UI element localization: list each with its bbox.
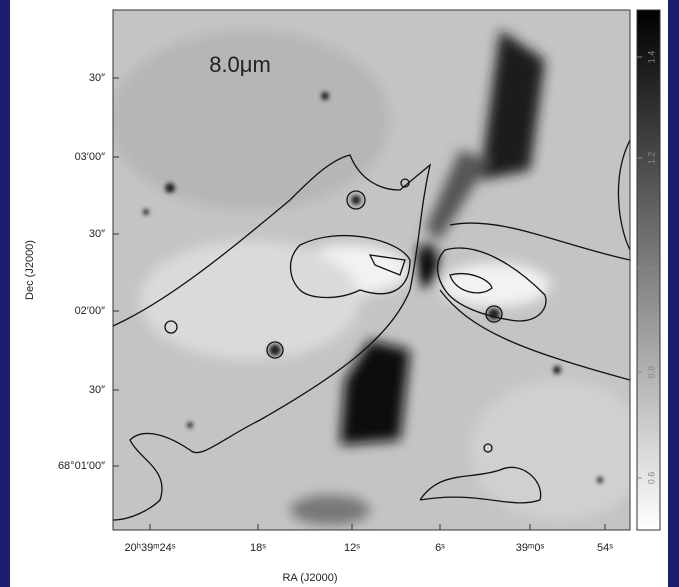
ticks: 20ʰ39ᵐ24ˢ 18ˢ 12ˢ 6ˢ 39ᵐ0ˢ 54ˢ 30″ 03′00″ 30″ 02′… xyxy=(58,51,656,554)
y-tick-label: 30″ xyxy=(89,384,105,396)
y-tick-label: 68°01′00″ xyxy=(58,460,105,472)
y-tick-label: 30″ xyxy=(89,228,105,240)
x-tick-label: 54ˢ xyxy=(597,542,613,554)
x-tick-label: 12ˢ xyxy=(344,542,360,554)
colorbar-tick-label: 1 xyxy=(646,265,656,270)
image xyxy=(113,10,630,530)
x-tick-label: 18ˢ xyxy=(250,542,266,554)
colorbar-tick-label: 1.2 xyxy=(646,152,656,165)
y-tick-label: 02′00″ xyxy=(75,305,106,317)
x-tick-label: 39ᵐ0ˢ xyxy=(516,542,545,554)
x-axis-title: RA (J2000) xyxy=(282,572,337,584)
colorbar-tick-label: 0.8 xyxy=(646,366,656,379)
colorbar-tick-label: 1.4 xyxy=(646,51,656,64)
x-tick-label: 20ʰ39ᵐ24ˢ xyxy=(125,542,176,554)
y-tick-label: 03′00″ xyxy=(75,151,106,163)
colorbar xyxy=(636,9,661,531)
y-tick-label: 30″ xyxy=(89,72,105,84)
plot-frame xyxy=(112,9,631,531)
band-label: 8.0μm xyxy=(209,52,271,77)
x-tick-label: 6ˢ xyxy=(435,542,445,554)
colorbar-tick-label: 0.6 xyxy=(646,472,656,485)
y-axis-title: Dec (J2000) xyxy=(24,240,36,300)
